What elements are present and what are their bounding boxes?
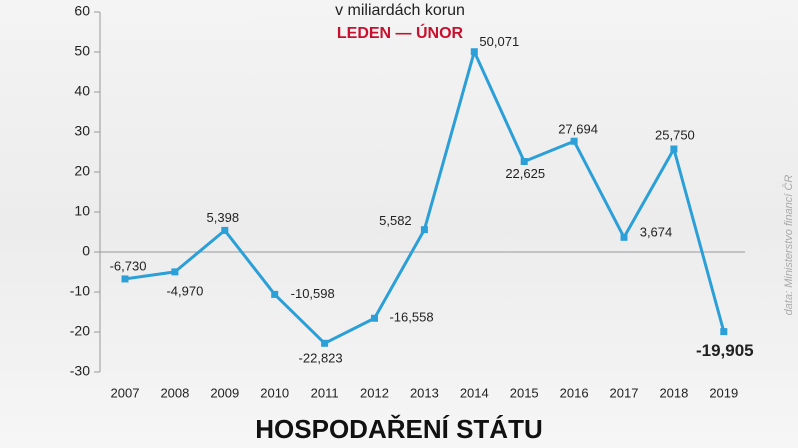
x-tick-label: 2014	[460, 385, 489, 400]
x-tick-label: 2007	[111, 385, 140, 400]
data-label: 5,582	[379, 213, 412, 228]
data-point	[271, 290, 279, 298]
data-point	[620, 233, 628, 241]
data-label: 25,750	[655, 127, 695, 142]
data-point	[420, 226, 428, 234]
data-point	[520, 158, 528, 165]
x-tick-label: 2011	[311, 385, 339, 400]
data-point	[121, 275, 129, 283]
y-tick-label: 20	[74, 163, 90, 179]
data-label: 27,694	[558, 122, 598, 137]
y-tick-label: 50	[74, 43, 90, 59]
x-tick-label: 2010	[260, 385, 289, 400]
x-tick-label: 2018	[659, 385, 688, 400]
x-tick-label: 2013	[410, 385, 439, 400]
y-tick-label: 10	[74, 203, 90, 219]
data-point	[470, 48, 478, 56]
y-tick-label: 30	[74, 123, 90, 139]
chart-period: LEDEN — ÚNOR	[337, 23, 464, 42]
data-label: -16,558	[389, 310, 433, 325]
data-label: -6,730	[110, 258, 147, 273]
x-tick-label: 2008	[160, 385, 189, 400]
data-label: -4,970	[166, 283, 203, 298]
data-line	[124, 50, 726, 345]
chart-title: HOSPODAŘENÍ STÁTU	[255, 414, 542, 444]
x-tick-label: 2009	[210, 385, 239, 400]
x-tick-label: 2015	[510, 385, 539, 400]
x-tick-label: 2016	[560, 385, 589, 400]
data-label: -19,905	[696, 341, 754, 360]
x-tick-label: 2012	[360, 385, 389, 400]
y-tick-label: -30	[70, 363, 90, 379]
data-point	[670, 145, 678, 153]
data-label: -10,598	[291, 286, 335, 301]
data-point	[720, 328, 728, 336]
x-tick-label: 2019	[709, 385, 738, 400]
data-point	[570, 137, 578, 145]
y-tick-label: 60	[74, 3, 90, 19]
data-point	[171, 268, 179, 276]
y-tick-label: -20	[70, 323, 90, 339]
data-label: -22,823	[299, 351, 343, 366]
y-tick-label: -10	[70, 283, 90, 299]
data-point	[371, 314, 378, 322]
y-tick-label: 0	[82, 243, 90, 259]
data-label: 50,071	[479, 34, 519, 49]
data-label: 5,398	[207, 210, 240, 225]
data-point	[321, 339, 329, 347]
data-point	[221, 226, 229, 234]
data-label: 22,625	[505, 166, 545, 181]
x-tick-label: 2017	[610, 385, 639, 400]
chart-subtitle: v miliardách korun	[335, 2, 465, 19]
y-tick-label: 40	[74, 83, 90, 99]
source-note: data: Ministerstvo financí ČR	[782, 175, 795, 316]
data-label: 3,674	[640, 225, 673, 240]
